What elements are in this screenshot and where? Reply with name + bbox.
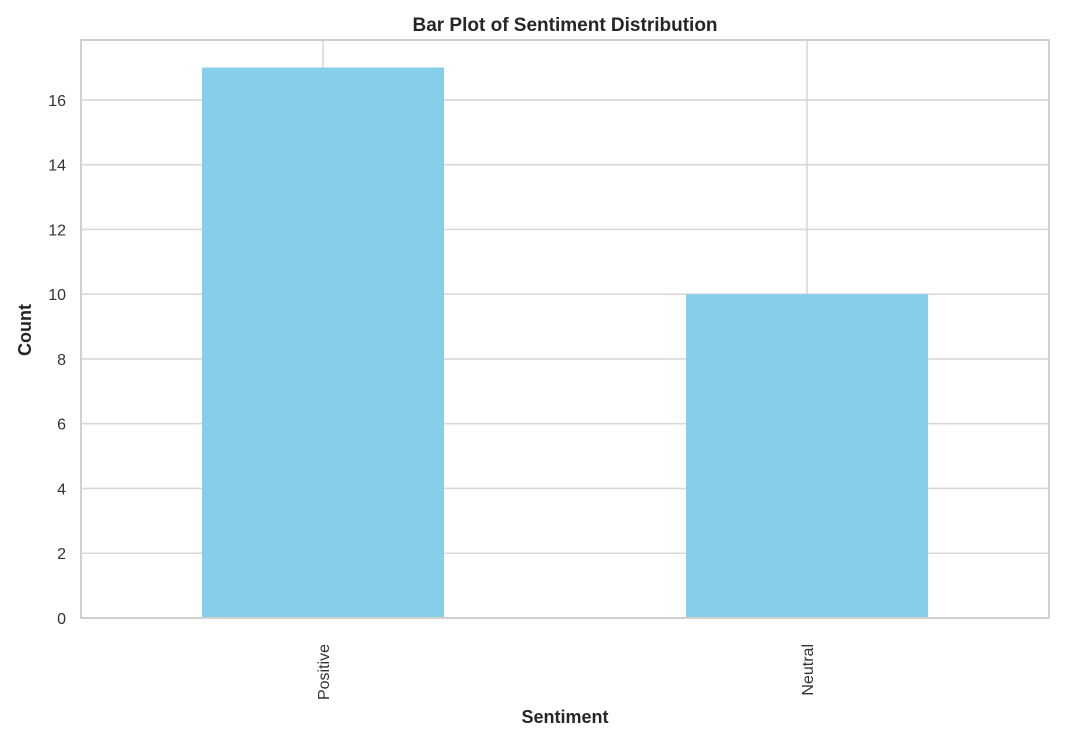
y-tick-label: 16 — [48, 93, 66, 110]
x-axis-label: Sentiment — [521, 707, 608, 727]
y-tick-label: 14 — [48, 158, 66, 175]
y-tick-label: 2 — [57, 546, 66, 563]
y-tick-labels: 0 2 4 6 8 10 12 14 16 — [48, 93, 66, 628]
bar-positive — [202, 67, 444, 619]
y-tick-label: 4 — [57, 481, 66, 498]
x-tick-label: Positive — [316, 644, 333, 700]
bars — [202, 67, 928, 619]
bar-neutral — [686, 294, 928, 618]
y-axis-label: Count — [15, 304, 35, 356]
y-tick-label: 6 — [57, 417, 66, 434]
x-tick-labels: Positive Neutral — [316, 644, 817, 700]
chart-title: Bar Plot of Sentiment Distribution — [412, 15, 717, 36]
y-tick-label: 10 — [48, 287, 66, 304]
y-tick-label: 0 — [57, 611, 66, 628]
y-tick-label: 12 — [48, 222, 66, 239]
y-tick-label: 8 — [57, 352, 66, 369]
plot-frame — [80, 39, 1050, 619]
x-tick-label: Neutral — [800, 644, 817, 696]
